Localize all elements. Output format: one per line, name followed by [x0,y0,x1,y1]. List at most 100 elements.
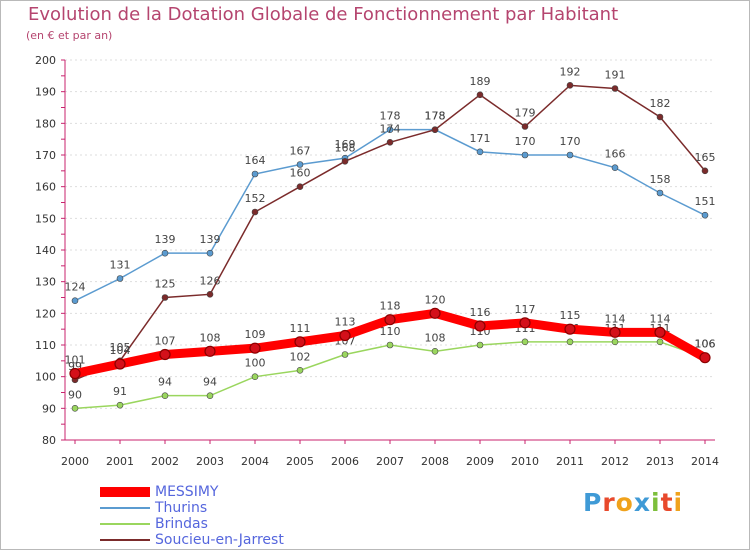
data-label: 102 [290,350,311,363]
x-tick-label: 2009 [466,455,494,468]
data-point [474,320,486,332]
proxiti-logo: Proxiti [583,488,683,517]
data-point [341,158,349,165]
data-point [296,183,304,190]
chart-legend: MESSIMY Thurins Brindas Soucieu-en-Jarrest [100,484,284,548]
chart-subtitle: (en € et par an) [26,29,113,42]
x-tick-label: 2012 [601,455,629,468]
data-label: 151 [695,195,716,208]
x-tick-label: 2014 [691,455,719,468]
data-label: 116 [470,306,491,319]
data-label: 105 [110,341,131,354]
data-label: 109 [245,328,266,341]
data-point [206,392,214,399]
data-label: 115 [560,309,581,322]
data-label: 110 [380,325,401,338]
data-point [71,405,79,412]
data-point [611,338,619,346]
data-label: 100 [245,357,266,370]
data-label: 117 [515,303,536,316]
data-point [564,323,576,335]
data-point [476,91,484,99]
data-point [204,345,216,357]
data-point [114,358,126,370]
data-label: 152 [245,192,266,205]
data-point [249,342,261,354]
data-label: 114 [650,312,671,325]
legend-item: Thurins [100,500,284,516]
legend-label: MESSIMY [155,484,219,500]
y-tick-label: 120 [35,307,56,320]
data-label: 118 [380,300,401,313]
data-label: 165 [695,151,716,164]
data-label: 189 [470,75,491,88]
x-tick-label: 2006 [331,455,359,468]
data-label: 171 [470,132,491,145]
data-point [296,161,304,168]
data-point [699,352,711,364]
chart-title: Evolution de la Dotation Globale de Fonc… [28,4,619,25]
data-point [521,151,529,159]
y-tick-label: 100 [35,371,56,384]
x-tick-label: 2001 [106,455,134,468]
legend-label: Brindas [155,516,208,532]
data-point [701,167,709,175]
data-point [476,341,484,349]
data-label: 107 [155,335,176,348]
data-label: 179 [515,107,536,120]
data-label: 139 [200,233,221,246]
y-tick-label: 130 [35,276,56,289]
data-point [429,307,441,319]
data-point [566,82,574,89]
data-label: 192 [560,65,581,78]
x-tick-label: 2010 [511,455,539,468]
x-tick-label: 2004 [241,455,269,468]
logo-letter: P [583,488,603,517]
data-point [116,275,124,282]
data-label: 114 [605,312,626,325]
data-point [521,123,529,130]
y-tick-label: 110 [35,339,56,352]
logo-letter: i [651,488,661,517]
data-point [386,139,394,146]
y-tick-label: 150 [35,212,56,225]
y-tick-label: 170 [35,149,56,162]
legend-item: Soucieu-en-Jarrest [100,532,284,548]
data-point [161,392,169,399]
data-label: 113 [335,316,356,329]
data-point [296,367,304,374]
data-point [161,294,169,301]
data-point [206,249,214,257]
x-tick-label: 2005 [286,455,314,468]
data-label: 178 [425,110,446,123]
y-tick-label: 200 [35,54,56,67]
data-point [654,326,666,338]
data-label: 91 [113,385,127,398]
legend-swatch [100,507,150,509]
data-point [476,148,484,156]
data-label: 174 [380,122,401,135]
data-label: 166 [605,148,626,161]
data-point [609,326,621,338]
x-tick-label: 2013 [646,455,674,468]
legend-swatch [100,539,150,541]
x-tick-label: 2003 [196,455,224,468]
x-tick-label: 2002 [151,455,179,468]
data-point [294,336,306,348]
data-label: 101 [65,354,86,367]
data-label: 139 [155,233,176,246]
legend-swatch [100,487,150,497]
data-label: 125 [155,278,176,291]
x-tick-label: 2000 [61,455,89,468]
data-label: 170 [560,135,581,148]
legend-swatch [100,523,150,525]
legend-item: Brindas [100,516,284,532]
data-label: 182 [650,97,671,110]
y-tick-label: 180 [35,117,56,130]
y-tick-label: 140 [35,244,56,257]
data-point [69,367,81,380]
data-label: 90 [68,388,82,401]
data-point [251,170,259,178]
data-point [611,85,619,92]
